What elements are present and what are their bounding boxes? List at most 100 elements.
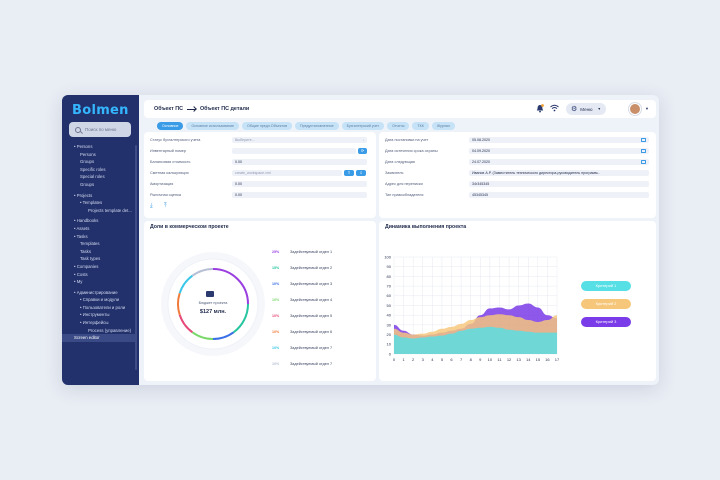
tab[interactable]: Журнал (431, 122, 455, 130)
sidebar-item[interactable]: Special roles (80, 174, 105, 180)
accounting-form: Статус бухгалтерского учета Выберите... ›… (144, 132, 376, 218)
logo[interactable]: Bolmen (72, 103, 129, 118)
x-tick-label: 9 (479, 357, 482, 362)
inventory-label: Инвентарный номер (150, 148, 186, 153)
upload-button[interactable]: ⇪ (344, 169, 354, 176)
donut-slice (232, 303, 249, 334)
sidebar-item[interactable]: • Пользователи и роли (80, 304, 126, 310)
download-button[interactable]: ⇩ (356, 169, 366, 176)
y-tick-label: 30 (387, 322, 392, 327)
sidebar-item[interactable]: Tasks (80, 248, 91, 254)
sidebar-item[interactable]: • Интерфейсы (80, 320, 109, 326)
tab[interactable]: Предустановленное (295, 122, 339, 130)
x-tick-label: 12 (507, 357, 512, 362)
refresh-button[interactable]: ⟳ (358, 147, 367, 154)
tab[interactable]: ТКК (412, 122, 429, 130)
x-tick-label: 7 (460, 357, 463, 362)
wifi-icon[interactable] (550, 104, 559, 112)
area-series (394, 326, 557, 354)
x-tick-label: 2 (412, 357, 415, 362)
sidebar-item[interactable]: Templates (80, 241, 100, 247)
calendar-icon[interactable] (641, 148, 646, 153)
sidebar-item[interactable]: • Templates (80, 200, 103, 206)
field-value: 45345345 (472, 192, 488, 197)
sidebar-item[interactable]: • Handbooks (74, 218, 99, 224)
field-input[interactable]: 05.08.2020 (469, 136, 649, 143)
breadcrumb-parent[interactable]: Объект ПС (154, 106, 183, 112)
download-icon[interactable]: ⤓ (150, 203, 153, 209)
status-select[interactable]: Выберите... › (232, 136, 367, 143)
x-tick-label: 1 (402, 357, 405, 362)
search-input[interactable]: Поиск по меню (69, 122, 131, 137)
sidebar-item[interactable]: Task types (80, 256, 101, 262)
sidebar-item[interactable]: Persons (80, 151, 96, 157)
field-label: Заявитель (385, 170, 404, 175)
sidebar-item[interactable]: Groups (80, 181, 95, 187)
sidebar-item[interactable]: • Costs (74, 271, 88, 277)
y-tick-label: 60 (387, 293, 392, 298)
inventory-row: Инвентарный номер ⟳ (150, 147, 367, 155)
sidebar-item[interactable]: • Справки и модули (80, 297, 119, 303)
sidebar-item[interactable]: • Companies (74, 263, 99, 269)
field-input[interactable]: 45345345 (469, 191, 649, 198)
field-input[interactable]: 24.07.2020 (469, 158, 649, 165)
x-tick-label: 5 (441, 357, 444, 362)
sidebar-item[interactable]: Specific roles (80, 166, 106, 172)
tab[interactable]: Общие предл.Объектов (242, 122, 293, 130)
sidebar-item[interactable]: Groups (80, 159, 95, 165)
depreciation-value: 0.00 (235, 181, 242, 186)
status-value: Выберите... (235, 137, 255, 142)
sidebar-item[interactable]: • Tasks (74, 233, 88, 239)
balance-input[interactable]: 0.00 (232, 158, 367, 165)
sidebar-item[interactable]: Screen editor (62, 334, 136, 342)
legend-item[interactable]: Критерий 1 (581, 281, 631, 291)
field-input[interactable]: 34г345345 (469, 180, 649, 187)
depreciation-input[interactable]: 0.00 (232, 180, 367, 187)
sidebar-scrollbar[interactable] (135, 145, 137, 370)
download-icon: ⇩ (359, 169, 363, 175)
menu-button[interactable]: ⚙ Меню ▼ (566, 103, 606, 115)
tab[interactable]: Бухгалтерский учет (341, 122, 385, 130)
chevron-down-icon: ▼ (597, 107, 601, 111)
avatar[interactable] (629, 103, 641, 115)
tab[interactable]: Отчеты (387, 122, 410, 130)
field-value: Иванов А.Р. (Заместитель технического ди… (472, 170, 601, 175)
donut-slice (212, 331, 235, 340)
tab[interactable]: Основное использование (186, 122, 240, 130)
depreciation-label: Амортизация (150, 181, 174, 186)
share-row: 10% Задействуемый отдел 5 (270, 311, 332, 321)
sidebar-item[interactable]: • Projects (74, 192, 93, 198)
estimate-file[interactable]: create_workspace.xml (232, 169, 342, 176)
bell-icon[interactable] (536, 104, 544, 113)
legend-item[interactable]: Критерий 3 (581, 317, 631, 327)
form-row: Тип правообладателя 45345345 (385, 191, 649, 199)
form-row: Дата постановки на учет 05.08.2020 (385, 136, 649, 144)
share-row: 10% Задействуемый отдел 7 (270, 343, 332, 353)
refresh-icon: ⟳ (360, 147, 365, 153)
tab[interactable]: Основное (157, 122, 184, 130)
budget-label: Бюджет проекта (198, 301, 228, 305)
calendar-icon[interactable] (641, 159, 646, 164)
sidebar-item[interactable]: • My (74, 279, 83, 285)
share-row: 10% Задействуемый отдел 3 (270, 279, 332, 289)
inventory-input[interactable] (232, 147, 356, 154)
field-input[interactable]: Иванов А.Р. (Заместитель технического ди… (469, 169, 649, 176)
chevron-down-icon[interactable]: ▼ (645, 106, 649, 111)
sidebar-item[interactable]: Projects template det... (88, 207, 132, 213)
sidebar-item[interactable]: • Администрирование (74, 289, 118, 295)
sidebar-item[interactable]: Process (управление) (88, 327, 132, 333)
sidebar-item[interactable]: • Assets (74, 225, 90, 231)
market-input[interactable]: 0.00 (232, 191, 367, 198)
donut-slice (178, 274, 194, 294)
form-row: Дата истечения срока охраны 04.09.2020 (385, 147, 649, 155)
share-percent: 10% (272, 314, 280, 318)
form-row: Заявитель Иванов А.Р. (Заместитель технич… (385, 169, 649, 177)
search-placeholder: Поиск по меню (85, 127, 117, 132)
share-row: 25% Задействуемый отдел 1 (270, 247, 332, 257)
sidebar-item[interactable]: • Инструменты (80, 312, 110, 318)
upload-icon[interactable]: ⤒ (164, 203, 167, 209)
sidebar-item[interactable]: • Persons (74, 144, 93, 149)
calendar-icon[interactable] (641, 137, 646, 142)
field-input[interactable]: 04.09.2020 (469, 147, 649, 154)
legend-item[interactable]: Критерий 2 (581, 299, 631, 309)
